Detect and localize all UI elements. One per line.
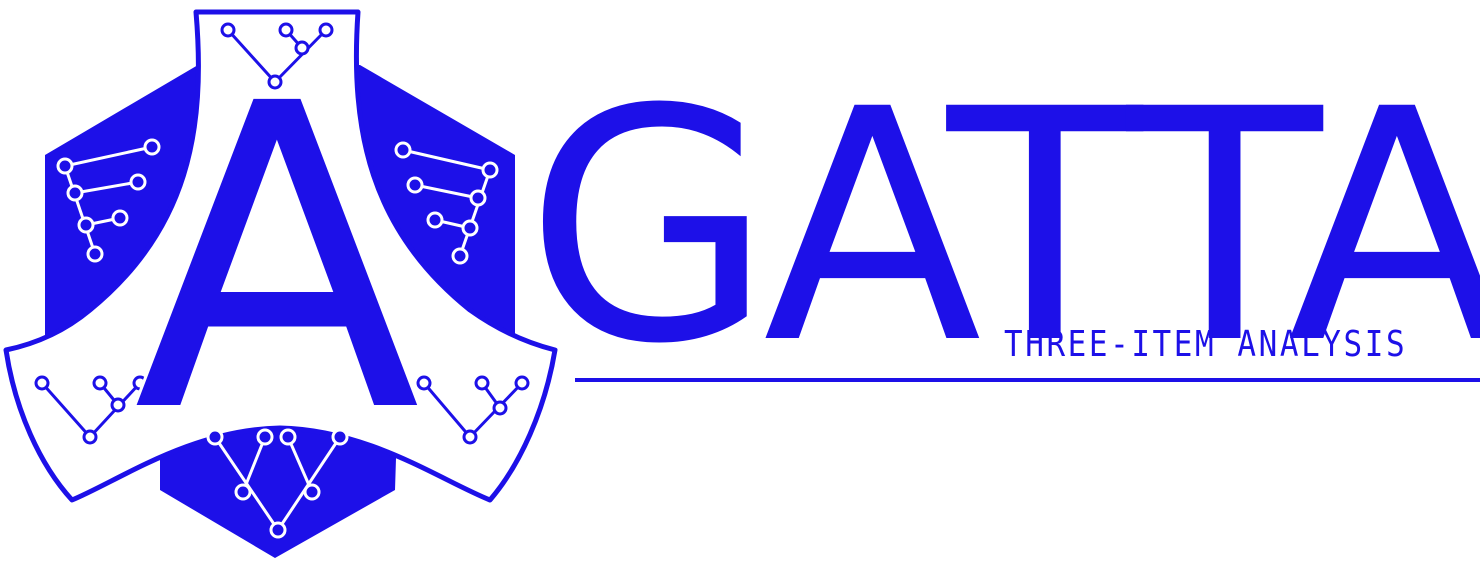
wordmark: GATTA — [525, 42, 1480, 414]
tree-diagram-icon — [34, 375, 148, 445]
tree-diagram-icon — [416, 375, 530, 445]
tagline: THREE-ITEM ANALYSIS — [1004, 324, 1408, 365]
emblem-letter: A — [133, 16, 422, 505]
underline-rule — [575, 378, 1480, 382]
tree-diagram-icon — [56, 138, 161, 263]
tree-diagram-icon — [394, 141, 499, 265]
tree-diagram-icon — [206, 428, 349, 539]
shield-emblem: A — [3, 9, 558, 558]
tree-diagram-icon — [220, 22, 334, 90]
